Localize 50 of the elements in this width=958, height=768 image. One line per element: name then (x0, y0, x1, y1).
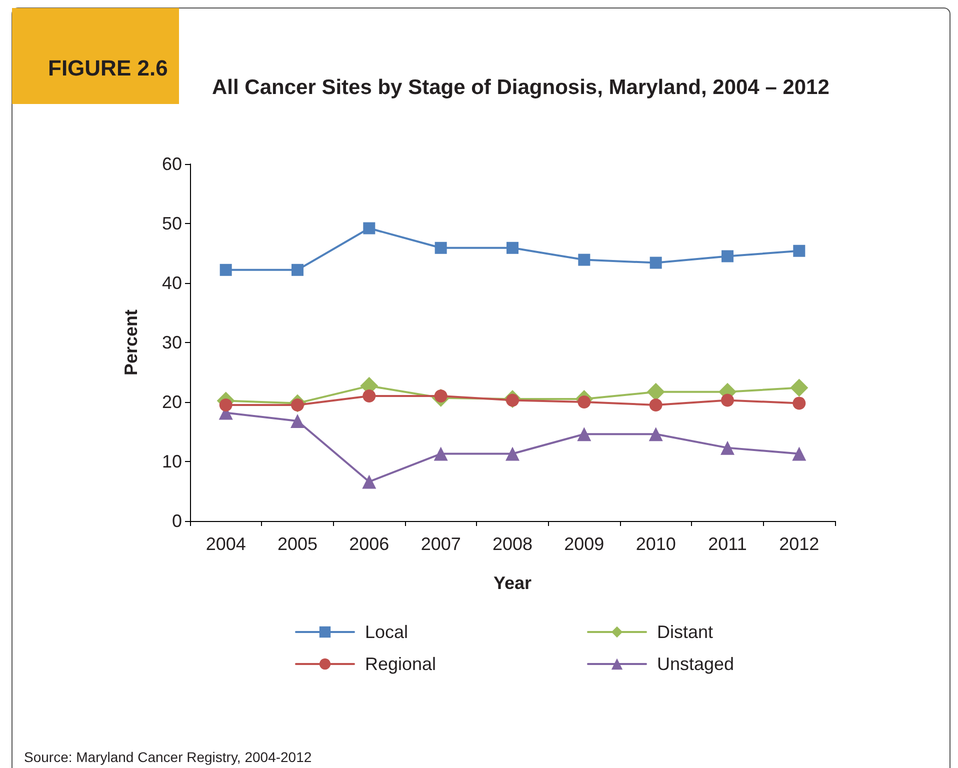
y-axis-title: Percent (121, 309, 141, 376)
point (793, 244, 806, 257)
point (792, 396, 806, 410)
point (646, 382, 665, 401)
point (292, 264, 304, 276)
x-tick-label: 2009 (564, 534, 604, 554)
point (434, 242, 447, 254)
point (721, 394, 734, 407)
point (577, 427, 592, 442)
source-note: Source: Maryland Cancer Registry, 2004-2012 (24, 749, 312, 765)
y-tick-label: 10 (162, 452, 182, 472)
x-tick-label: 2011 (708, 534, 747, 554)
y-tick-label: 50 (162, 214, 182, 234)
point (362, 390, 376, 403)
y-tick-label: 0 (172, 511, 182, 531)
legend-label: Distant (657, 622, 714, 642)
point (363, 222, 376, 234)
point (790, 378, 808, 397)
legend-label: Local (365, 622, 408, 642)
x-tick-label: 2008 (492, 534, 533, 554)
legend-label: Regional (365, 654, 436, 674)
chart-title: All Cancer Sites by Stage of Diagnosis, Maryland, 2004 – 2012 (212, 76, 830, 99)
point (650, 256, 662, 269)
y-tick-label: 30 (162, 332, 182, 352)
x-tick-label: 2010 (636, 534, 676, 554)
point (649, 398, 662, 412)
x-tick-label: 2004 (206, 534, 246, 554)
x-tick-label: 2005 (277, 534, 318, 554)
point (434, 446, 448, 461)
y-tick-label: 20 (162, 392, 182, 412)
y-tick-label: 40 (162, 273, 182, 293)
x-tick-label: 2012 (779, 534, 820, 554)
point (506, 446, 520, 461)
x-tick-label: 2007 (420, 534, 461, 554)
point (290, 414, 304, 428)
point (362, 474, 376, 489)
point (792, 446, 806, 461)
point (220, 264, 232, 276)
point (578, 396, 591, 408)
y-tick-label: 60 (162, 154, 182, 174)
point (219, 398, 232, 412)
point (578, 254, 590, 266)
point (506, 242, 518, 254)
point (722, 250, 734, 262)
point (648, 427, 663, 442)
point (720, 440, 734, 455)
legend-label: Unstaged (657, 654, 734, 674)
x-tick-label: 2006 (349, 534, 390, 554)
caption: FIGURE 2.6 (48, 56, 168, 80)
x-axis-title: Year (493, 573, 532, 593)
